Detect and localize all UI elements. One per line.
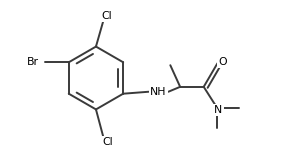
Text: Cl: Cl [101, 11, 112, 21]
Text: O: O [218, 57, 227, 67]
Text: NH: NH [150, 87, 167, 97]
Text: Cl: Cl [103, 137, 113, 147]
Text: Br: Br [27, 57, 39, 67]
Text: N: N [214, 105, 223, 115]
